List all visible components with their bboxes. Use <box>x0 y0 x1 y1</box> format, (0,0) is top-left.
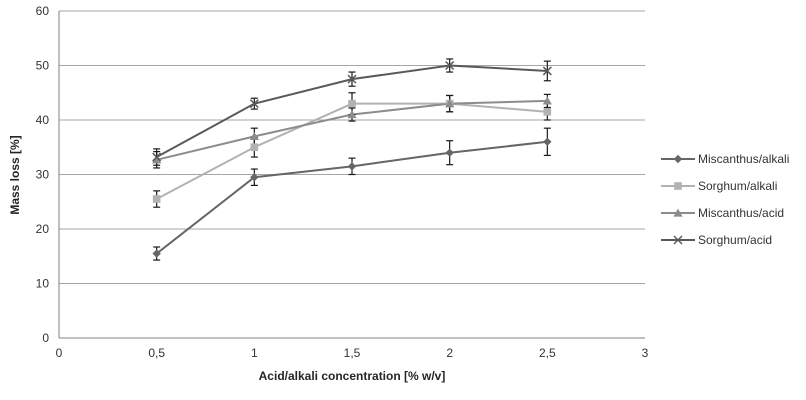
triangle-marker <box>347 110 357 119</box>
square-marker <box>152 195 161 203</box>
y-tick-label: 40 <box>36 113 50 127</box>
legend-marker-x-icon <box>661 234 695 245</box>
diamond-marker <box>250 173 259 182</box>
square-marker <box>674 181 682 190</box>
x-tick-label: 1,5 <box>344 346 361 360</box>
y-tick-label: 0 <box>42 331 49 345</box>
y-tick-labels: 0 10 20 30 40 50 60 <box>36 4 50 345</box>
y-tick-label: 10 <box>36 277 50 291</box>
x-marker <box>152 152 162 162</box>
x-marker <box>249 99 259 109</box>
gridlines <box>59 10 645 284</box>
series-markers-sorghum-acid <box>152 60 552 162</box>
triangle-marker <box>673 208 683 217</box>
square-marker <box>543 108 552 116</box>
diamond-marker <box>445 148 454 157</box>
y-tick-label: 50 <box>36 59 50 73</box>
legend-marker-square-icon <box>661 181 695 190</box>
diamond-marker <box>152 249 161 258</box>
triangle-marker <box>445 99 455 108</box>
y-tick-label: 30 <box>36 168 50 182</box>
axes <box>58 11 645 339</box>
legend-item-miscanthus-alkali: Miscanthus/alkali <box>661 145 789 172</box>
legend-label: Miscanthus/alkali <box>698 151 790 166</box>
triangle-marker <box>542 96 552 105</box>
x-marker <box>542 66 552 76</box>
x-tick-labels: 0 0,5 1 1,5 2 2,5 3 <box>56 346 649 360</box>
square-marker <box>348 99 356 108</box>
legend-marker-triangle-icon <box>661 208 695 217</box>
y-axis-title: Mass loss [%] <box>8 135 22 215</box>
x-tick-label: 0 <box>56 346 63 360</box>
legend-item-sorghum-acid: Sorghum/acid <box>661 226 789 253</box>
x-tick-label: 0,5 <box>148 346 165 360</box>
x-tick-label: 3 <box>642 346 649 360</box>
square-marker <box>250 143 259 152</box>
triangle-marker <box>249 131 259 140</box>
legend-item-sorghum-alkali: Sorghum/alkali <box>661 172 789 199</box>
diamond-marker <box>543 137 552 146</box>
legend-label: Sorghum/acid <box>698 232 773 247</box>
x-tick-label: 2,5 <box>539 346 556 360</box>
x-marker <box>673 234 683 245</box>
legend: Miscanthus/alkali Sorghum/alkali Miscanthu… <box>661 145 789 253</box>
diamond-marker <box>347 162 357 171</box>
legend-marker-diamond-icon <box>661 154 695 163</box>
x-marker <box>347 74 357 84</box>
legend-item-miscanthus-acid: Miscanthus/acid <box>661 199 789 226</box>
diamond-marker <box>673 154 683 163</box>
y-tick-label: 20 <box>36 222 50 236</box>
legend-label: Miscanthus/acid <box>698 205 785 220</box>
x-tick-label: 1 <box>251 346 258 360</box>
x-marker <box>445 60 455 71</box>
x-axis-title: Acid/alkali concentration [% w/v] <box>258 369 446 383</box>
triangle-marker <box>152 155 162 164</box>
series-markers-miscanthus-acid <box>152 96 552 164</box>
y-tick-label: 60 <box>36 4 50 18</box>
legend-label: Sorghum/alkali <box>698 178 778 193</box>
series-markers-miscanthus-alkali <box>152 137 552 258</box>
x-tick-label: 2 <box>446 346 453 360</box>
